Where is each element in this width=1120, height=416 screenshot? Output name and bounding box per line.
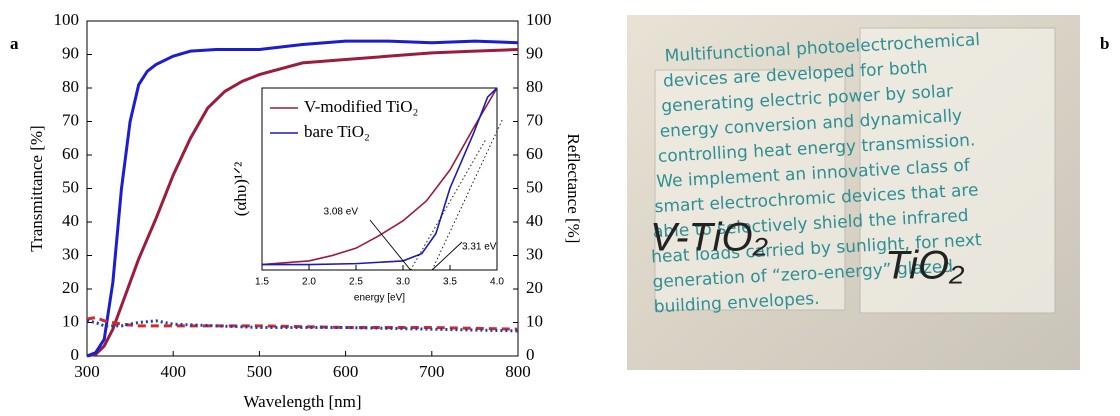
annotation-label: 3.08 eV (324, 207, 359, 218)
y2-tick-label: 10 (526, 311, 543, 330)
x-tick-label: 700 (419, 362, 445, 381)
y2-tick-label: 80 (526, 77, 543, 96)
x-tick-label: 3.5 (443, 277, 457, 288)
y-tick-label: 30 (62, 244, 79, 263)
y-tick-label: 90 (62, 43, 79, 62)
x-tick-label: 500 (247, 362, 273, 381)
y2-tick-label: 50 (526, 177, 543, 196)
legend-label: V-modified TiO₂ (304, 97, 418, 116)
y2-tick-label: 70 (526, 110, 543, 129)
x-tick-label: 3.0 (396, 277, 410, 288)
y2-tick-label: 40 (526, 211, 543, 230)
x-axis-label: energy [eV] (354, 293, 405, 304)
x-axis-label: Wavelength [nm] (243, 392, 361, 411)
y2-tick-label: 100 (526, 10, 552, 29)
y-tick-label: 60 (62, 144, 79, 163)
y2-tick-label: 90 (526, 43, 543, 62)
x-tick-label: 400 (160, 362, 186, 381)
x-tick-label: 4.0 (490, 277, 504, 288)
handwritten-label: TiO₂ (885, 244, 964, 288)
x-tick-label: 2.0 (302, 277, 316, 288)
y2-tick-label: 20 (526, 278, 543, 297)
panel-label: b (1100, 34, 1109, 53)
x-tick-label: 1.5 (255, 277, 269, 288)
x-tick-label: 600 (333, 362, 359, 381)
x-tick-label: 300 (74, 362, 100, 381)
handwritten-label: V-TiO₂ (650, 216, 768, 260)
y-tick-label: 20 (62, 278, 79, 297)
legend-label: bare TiO₂ (304, 122, 370, 141)
y-axis-label: Transmittance [%] (27, 125, 46, 251)
x-tick-label: 800 (505, 362, 531, 381)
y-tick-label: 100 (54, 10, 80, 29)
y2-axis-label: Reflectance [%] (564, 134, 583, 244)
y-axis-label: (αhυ)¹ᐟ² (231, 162, 250, 217)
series-line (87, 317, 518, 329)
y-tick-label: 0 (71, 345, 80, 364)
y-tick-label: 50 (62, 177, 79, 196)
annotation-label: 3.31 eV (462, 242, 497, 253)
panel-label: a (10, 34, 19, 53)
y2-tick-label: 30 (526, 244, 543, 263)
y-tick-label: 40 (62, 211, 79, 230)
x-tick-label: 2.5 (349, 277, 363, 288)
figure: a b 300400500600700800010203040506070809… (0, 0, 1120, 416)
y-tick-label: 70 (62, 110, 79, 129)
y2-tick-label: 60 (526, 144, 543, 163)
y-tick-label: 80 (62, 77, 79, 96)
y2-tick-label: 0 (526, 345, 535, 364)
y-tick-label: 10 (62, 311, 79, 330)
